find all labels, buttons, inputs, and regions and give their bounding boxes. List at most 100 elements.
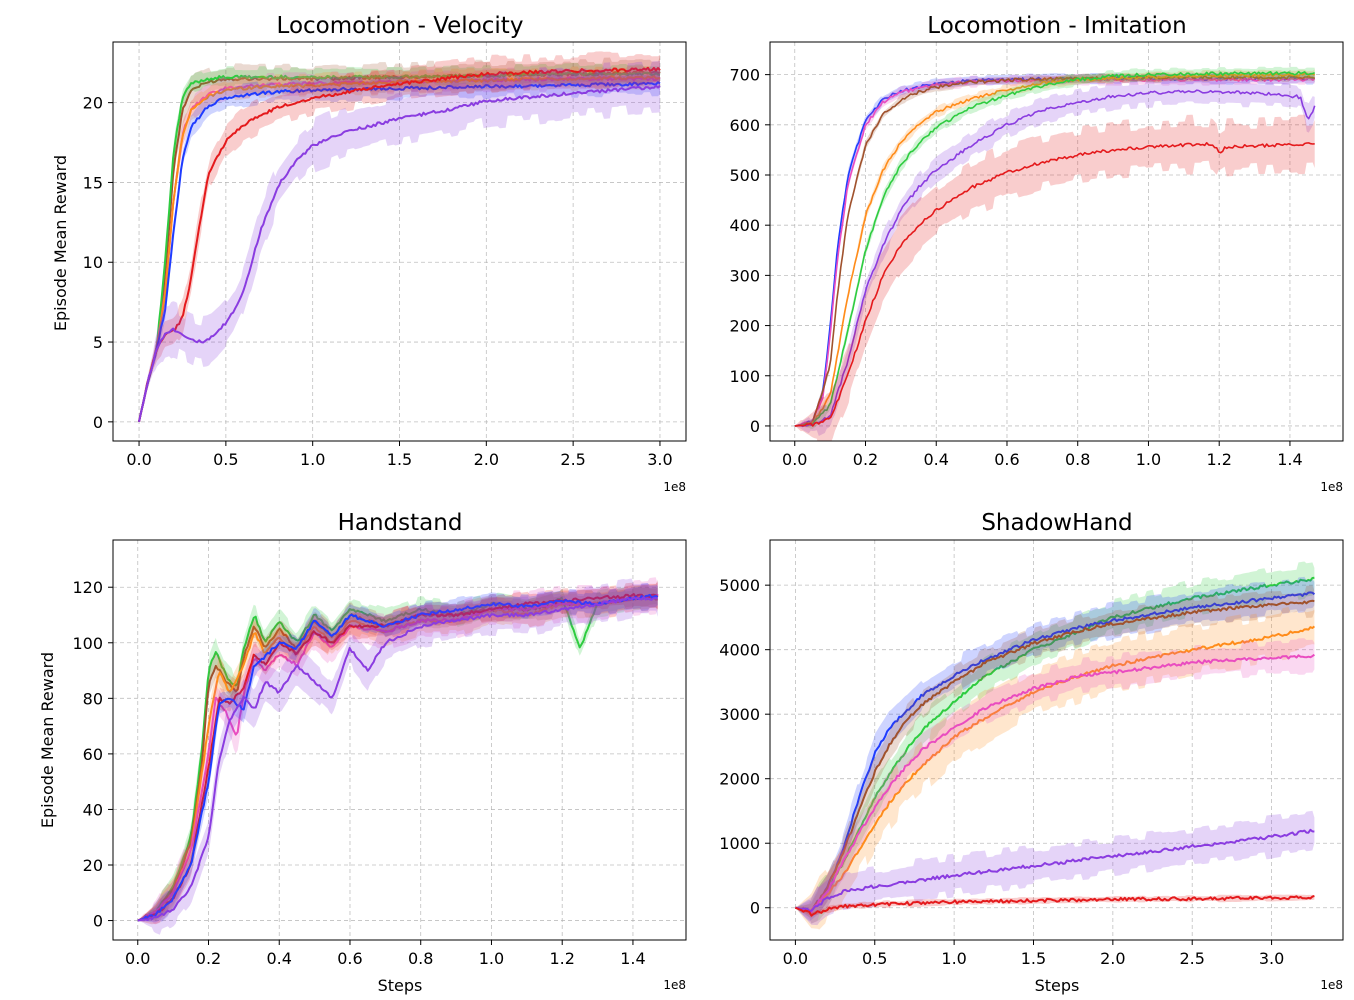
x-tick-label: 0.4 bbox=[267, 949, 292, 968]
panel-shadowhand: ShadowHand Steps 1e8 0.0 0.5 1.0 1.5 2.0 2.5 3… bbox=[719, 510, 1344, 995]
plot-area bbox=[794, 66, 1316, 441]
x-tick-label: 1.2 bbox=[549, 949, 574, 968]
y-tick-label: 60 bbox=[83, 745, 103, 764]
y-tick-label: 0 bbox=[750, 899, 760, 918]
y-tick-label: 40 bbox=[83, 800, 103, 819]
series-line-brown bbox=[795, 599, 1315, 913]
x-tick-label: 3.0 bbox=[647, 450, 672, 469]
y-tick-label: 0 bbox=[750, 417, 760, 436]
axes-frame bbox=[112, 539, 687, 941]
y-tick-label: 4000 bbox=[719, 641, 760, 660]
x-tick-label: 1.4 bbox=[620, 949, 645, 968]
series-band-pink bbox=[795, 638, 1315, 924]
series-line-blue bbox=[138, 81, 661, 423]
y-tick-label: 2000 bbox=[719, 770, 760, 789]
panel-locomotion-imitation: Locomotion - Imitation 1e8 0.0 0.2 0.4 0.6 0… bbox=[729, 13, 1344, 494]
x-tick-label: 1.5 bbox=[387, 450, 412, 469]
panel-title: Locomotion - Imitation bbox=[927, 13, 1186, 39]
series-line-red bbox=[794, 142, 1315, 427]
x-tick-label: 2.5 bbox=[560, 450, 585, 469]
x-tick-label: 0.8 bbox=[408, 949, 433, 968]
x-tick-label: 0.5 bbox=[862, 949, 887, 968]
series-band-brown bbox=[139, 56, 660, 422]
x-tick-label: 0.0 bbox=[782, 450, 807, 469]
x-tick-label: 2.0 bbox=[1100, 949, 1125, 968]
series-band-purple bbox=[139, 61, 660, 422]
series-line-red bbox=[794, 895, 1315, 917]
series-band-red bbox=[794, 114, 1315, 441]
y-tick-label: 15 bbox=[83, 173, 103, 192]
y-tick-label: 5000 bbox=[719, 576, 760, 595]
series-line-blue bbox=[795, 591, 1316, 912]
series-band-purple bbox=[137, 578, 658, 935]
y-tick-label: 1000 bbox=[719, 834, 760, 853]
y-tick-label: 500 bbox=[729, 166, 760, 185]
x-tick-label: 1.0 bbox=[300, 450, 325, 469]
panel-title: ShadowHand bbox=[981, 510, 1132, 536]
plot-area bbox=[794, 561, 1316, 930]
series-line-purple bbox=[137, 596, 658, 922]
y-tick-label: 200 bbox=[729, 317, 760, 336]
series-line-purple bbox=[795, 828, 1315, 913]
y-tick-label: 0 bbox=[93, 413, 103, 432]
series-line-orange bbox=[138, 75, 661, 423]
y-tick-label: 120 bbox=[72, 578, 103, 597]
x-tick-label: 0.2 bbox=[853, 450, 878, 469]
x-tick-label: 1.0 bbox=[1136, 450, 1161, 469]
x-tick-label: 2.0 bbox=[474, 450, 499, 469]
series-band-pink bbox=[139, 66, 660, 422]
series-line-green bbox=[794, 70, 1315, 427]
series-line-orange bbox=[794, 72, 1316, 427]
x-multiplier: 1e8 bbox=[663, 978, 686, 992]
series-band-blue bbox=[795, 576, 1315, 922]
x-multiplier: 1e8 bbox=[663, 480, 686, 494]
y-tick-label: 300 bbox=[729, 266, 760, 285]
x-tick-label: 1.0 bbox=[479, 949, 504, 968]
x-tick-label: 1.0 bbox=[941, 949, 966, 968]
x-tick-label: 1.5 bbox=[1021, 949, 1046, 968]
series-line-green bbox=[137, 593, 659, 922]
y-tick-label: 80 bbox=[83, 689, 103, 708]
y-tick-label: 3000 bbox=[719, 705, 760, 724]
x-tick-label: 0.6 bbox=[337, 949, 362, 968]
series-line-red bbox=[138, 66, 661, 423]
panel-locomotion-velocity: Locomotion - Velocity Episode Mean Rewar… bbox=[51, 13, 687, 494]
y-tick-label: 100 bbox=[729, 367, 760, 386]
x-tick-label: 0.5 bbox=[213, 450, 238, 469]
series-band-orange bbox=[139, 65, 660, 422]
series-line-pink bbox=[137, 593, 659, 922]
series-line-green bbox=[138, 71, 661, 423]
panel-title: Locomotion - Velocity bbox=[277, 13, 524, 39]
x-axis-label: Steps bbox=[1035, 976, 1080, 995]
x-tick-label: 2.5 bbox=[1179, 949, 1204, 968]
x-tick-label: 1.2 bbox=[1206, 450, 1231, 469]
plot-area bbox=[137, 577, 659, 935]
series-band-red bbox=[137, 582, 658, 925]
series-line-pink bbox=[795, 653, 1315, 914]
series-line-blue bbox=[137, 593, 659, 922]
series-line-brown bbox=[794, 74, 1315, 428]
x-multiplier: 1e8 bbox=[1320, 978, 1343, 992]
plot-area bbox=[138, 51, 661, 423]
y-tick-label: 10 bbox=[83, 253, 103, 272]
x-tick-label: 0.8 bbox=[1065, 450, 1090, 469]
y-axis-label: Episode Mean Reward bbox=[51, 155, 70, 331]
panel-title: Handstand bbox=[338, 510, 463, 536]
y-tick-label: 5 bbox=[93, 333, 103, 352]
y-tick-label: 100 bbox=[72, 634, 103, 653]
x-axis-label: Steps bbox=[378, 976, 423, 995]
x-tick-label: 1.4 bbox=[1277, 450, 1302, 469]
axes-frame bbox=[769, 41, 1344, 442]
x-tick-label: 0.4 bbox=[924, 450, 949, 469]
series-band-pink bbox=[137, 577, 658, 924]
y-tick-label: 400 bbox=[729, 216, 760, 235]
y-tick-label: 20 bbox=[83, 856, 103, 875]
panel-handstand: Handstand Episode Mean Reward Steps 1e8 … bbox=[38, 510, 687, 995]
y-tick-label: 20 bbox=[83, 94, 103, 113]
x-tick-label: 3.0 bbox=[1259, 949, 1284, 968]
series-line-purple bbox=[794, 89, 1316, 428]
y-axis-label: Episode Mean Reward bbox=[38, 652, 57, 828]
x-multiplier: 1e8 bbox=[1320, 480, 1343, 494]
y-tick-label: 700 bbox=[729, 66, 760, 85]
